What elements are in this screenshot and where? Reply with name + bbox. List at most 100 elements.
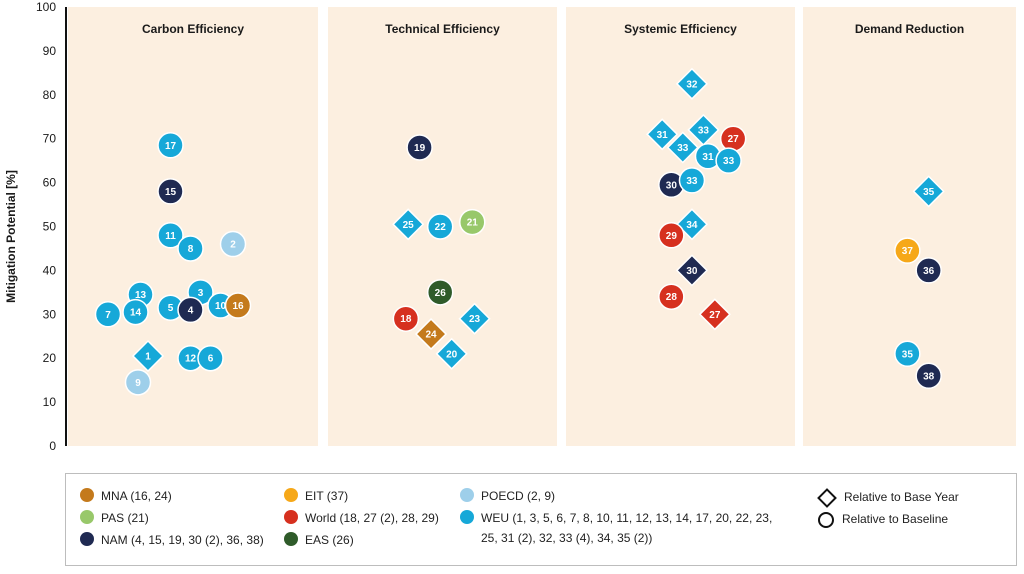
marker-label: 30 xyxy=(686,266,698,277)
eas-swatch xyxy=(284,531,298,546)
marker-circle xyxy=(177,296,204,324)
legend-item-mna: MNA (16, 24) xyxy=(80,487,172,503)
marker-diamond xyxy=(666,131,699,164)
marker-label: 23 xyxy=(469,314,481,325)
marker-label: 33 xyxy=(677,143,689,154)
marker-label: 21 xyxy=(467,218,479,229)
marker-circle xyxy=(157,132,184,159)
legend-item-weu-cont: 25, 31 (2), 32, 33 (4), 34, 35 (2)) xyxy=(481,530,652,545)
marker-label: 27 xyxy=(709,310,721,321)
marker-label: 22 xyxy=(435,222,447,233)
marker-circle xyxy=(915,362,942,390)
marker-label: 28 xyxy=(666,292,678,303)
marker-circle xyxy=(177,235,204,262)
marker-label: 38 xyxy=(923,371,935,382)
marker-label: 33 xyxy=(698,125,710,136)
marker-label: 13 xyxy=(135,290,147,301)
y-tick-label: 30 xyxy=(43,307,57,321)
marker-label: 9 xyxy=(135,378,141,389)
marker-circle xyxy=(406,134,433,161)
legend-item-pas: PAS (21) xyxy=(80,509,149,525)
marker-circle xyxy=(392,305,420,332)
marker-circle xyxy=(426,213,454,240)
marker-diamond xyxy=(675,67,709,100)
marker-label: 31 xyxy=(657,130,669,141)
nam-swatch xyxy=(80,531,94,546)
marker-circle xyxy=(219,230,247,258)
marker-label: 1 xyxy=(145,352,151,363)
y-tick-label: 50 xyxy=(43,220,57,234)
legend-label-mna: MNA (16, 24) xyxy=(101,488,172,503)
marker-label: 12 xyxy=(185,354,197,365)
panel-title: Systemic Efficiency xyxy=(624,22,737,36)
marker-label: 33 xyxy=(686,176,698,187)
marker-label: 24 xyxy=(425,330,437,341)
mna-swatch xyxy=(80,487,94,502)
marker-label: 36 xyxy=(923,266,935,277)
legend-box: MNA (16, 24) PAS (21) NAM (4, 15, 19, 30… xyxy=(65,473,1017,566)
marker-circle xyxy=(197,344,224,372)
marker-label: 27 xyxy=(728,134,740,145)
panel-background xyxy=(803,7,1016,446)
legend-label-weu: WEU (1, 3, 5, 6, 7, 8, 10, 11, 12, 13, 1… xyxy=(481,510,773,525)
chart-svg: 0 10 20 30 40 50 60 70 80 90 100 Mitigation Potenti… xyxy=(4,0,1016,453)
y-tick-label: 80 xyxy=(43,88,57,102)
marker-label: 32 xyxy=(686,79,698,90)
circle-icon xyxy=(818,512,834,528)
weu-swatch xyxy=(460,509,474,524)
marker-label: 6 xyxy=(208,354,214,365)
panel-background xyxy=(68,7,318,446)
legend-item-eas: EAS (26) xyxy=(284,531,354,547)
marker-circle xyxy=(157,178,184,205)
marker-label: 16 xyxy=(232,301,244,312)
legend-item-poecd: POECD (2, 9) xyxy=(460,487,556,503)
marker-label: 14 xyxy=(130,308,142,319)
y-tick-label: 100 xyxy=(36,0,56,14)
y-tick-label: 10 xyxy=(43,395,57,409)
legend-label-poecd: POECD (2, 9) xyxy=(481,488,556,503)
marker-label: 18 xyxy=(400,314,412,325)
marker-circle xyxy=(658,283,685,310)
marker-diamond xyxy=(131,339,165,373)
marker-label: 2 xyxy=(230,240,236,251)
legend-label-eas: EAS (26) xyxy=(305,532,354,547)
marker-circle xyxy=(894,340,921,368)
marker-label: 20 xyxy=(446,349,458,360)
marker-circle xyxy=(915,257,942,284)
marker-circle xyxy=(459,208,486,236)
marker-label: 7 xyxy=(105,310,111,321)
legend-item-circle: Relative to Baseline xyxy=(818,512,948,528)
marker-diamond xyxy=(392,208,425,241)
panel-title: Demand Reduction xyxy=(855,22,964,36)
pas-swatch xyxy=(80,509,94,524)
marker-label: 19 xyxy=(414,143,426,154)
marker-circle xyxy=(658,222,685,249)
marker-diamond xyxy=(912,175,945,208)
marker-label: 11 xyxy=(165,231,176,242)
legend-item-weu: WEU (1, 3, 5, 6, 7, 8, 10, 11, 12, 13, 1… xyxy=(460,509,773,525)
legend-label-weu-cont: 25, 31 (2), 32, 33 (4), 34, 35 (2)) xyxy=(481,530,653,545)
marker-circle xyxy=(715,147,742,174)
eit-swatch xyxy=(284,487,298,502)
marker-label: 34 xyxy=(686,220,698,231)
marker-label: 35 xyxy=(923,187,935,198)
legend-item-diamond: Relative to Base Year xyxy=(817,487,959,508)
marker-label: 5 xyxy=(168,303,174,314)
legend-label-eit: EIT (37) xyxy=(305,488,349,503)
marker-label: 10 xyxy=(215,301,227,312)
marker-diamond xyxy=(646,118,679,151)
marker-label: 8 xyxy=(188,244,194,255)
y-tick-label: 40 xyxy=(43,263,57,277)
legend-item-nam: NAM (4, 15, 19, 30 (2), 36, 38) xyxy=(80,531,264,547)
marker-label: 31 xyxy=(702,152,714,163)
legend-label-diamond: Relative to Base Year xyxy=(844,490,959,504)
marker-diamond xyxy=(435,337,468,370)
marker-label: 37 xyxy=(902,246,914,257)
marker-circle xyxy=(894,237,921,264)
legend-label-nam: NAM (4, 15, 19, 30 (2), 36, 38) xyxy=(101,532,264,547)
y-tick-label: 60 xyxy=(43,176,57,190)
marker-circle xyxy=(122,298,149,326)
marker-label: 3 xyxy=(198,288,204,299)
marker-label: 33 xyxy=(723,156,735,167)
marker-label: 25 xyxy=(403,220,415,231)
